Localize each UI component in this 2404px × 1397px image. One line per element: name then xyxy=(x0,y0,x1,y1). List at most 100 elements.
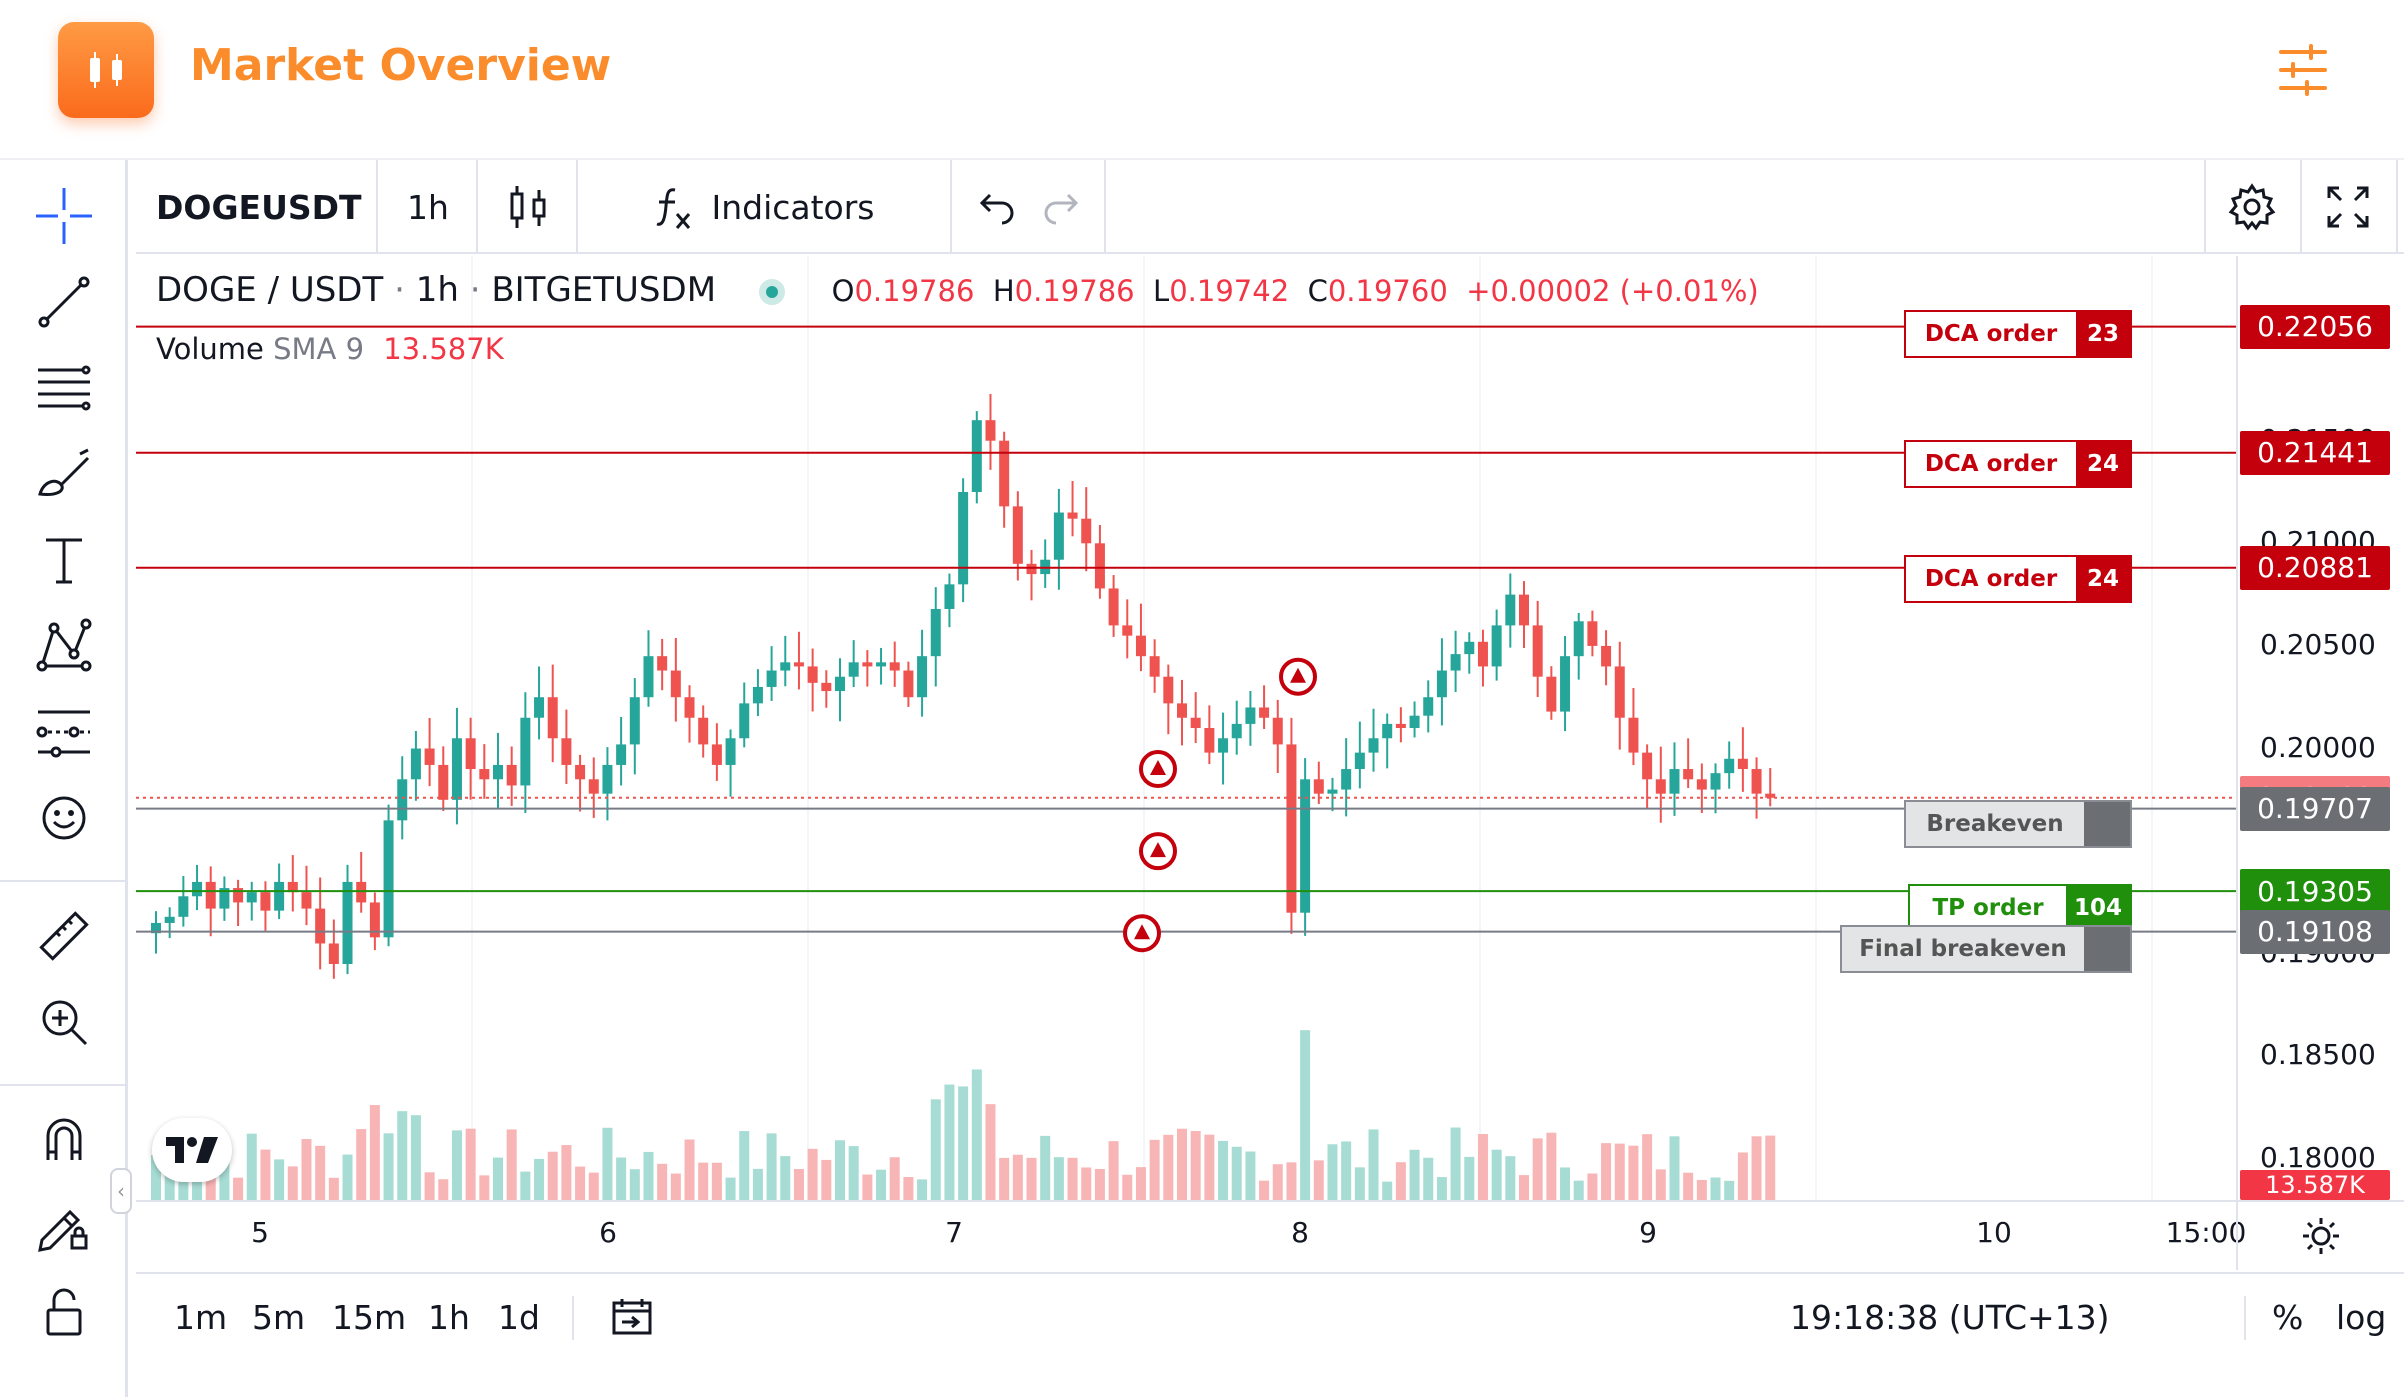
prediction-icon[interactable] xyxy=(28,696,100,768)
low-value: 0.19742 xyxy=(1169,274,1290,308)
volume-bar xyxy=(438,1179,449,1200)
price-tick-label: 0.20000 xyxy=(2260,730,2376,764)
zoom-in-icon[interactable] xyxy=(28,986,100,1058)
candle-body xyxy=(1751,769,1762,794)
volume-bar xyxy=(1710,1177,1721,1200)
range-1d-button[interactable]: 1d xyxy=(498,1297,540,1337)
range-1m-button[interactable]: 1m xyxy=(174,1297,228,1337)
undo-icon[interactable] xyxy=(960,160,1032,254)
candle-body xyxy=(1067,512,1078,519)
candle-body xyxy=(999,440,1010,507)
volume-bar xyxy=(602,1127,613,1200)
candle-body xyxy=(985,420,996,441)
legend-ohlc: O0.19786 H0.19786 L0.19742 C0.19760 +0.0… xyxy=(832,274,1759,308)
time-axis[interactable]: 5 6 7 8 9 10 15:00 xyxy=(136,1200,2246,1270)
symbol-search-button[interactable]: DOGEUSDT xyxy=(156,187,362,227)
buy-marker-arrow xyxy=(1290,667,1306,683)
ruler-icon[interactable] xyxy=(28,900,100,972)
volume-bar xyxy=(1204,1134,1215,1200)
interval-button[interactable]: 1h xyxy=(407,187,449,227)
emoji-icon[interactable] xyxy=(28,782,100,854)
tp-order-label[interactable]: TP order 104 xyxy=(1908,884,2132,932)
open-value: 0.19786 xyxy=(854,274,975,308)
final-breakeven-label[interactable]: Final breakeven xyxy=(1840,925,2132,973)
candle-body xyxy=(835,676,845,692)
clock-timezone-button[interactable]: 19:18:38 (UTC+13) xyxy=(1790,1297,2110,1337)
app-logo xyxy=(58,22,154,118)
volume-bar xyxy=(1081,1167,1092,1200)
chart-type-icon[interactable] xyxy=(480,160,576,254)
trend-line-icon[interactable] xyxy=(28,266,100,338)
candle-body xyxy=(1026,563,1037,575)
fib-lines-icon[interactable] xyxy=(28,352,100,424)
toolbar-divider xyxy=(576,160,578,254)
candle-body xyxy=(1628,717,1639,753)
volume-bar xyxy=(807,1148,818,1200)
volume-bar xyxy=(1423,1157,1434,1200)
price-axis[interactable]: 0.215000.210000.205000.200000.190000.185… xyxy=(2236,256,2404,1200)
candle-body xyxy=(1737,758,1748,770)
candle-body xyxy=(821,682,832,692)
candlestick-chart[interactable] xyxy=(136,256,2236,1200)
collapse-toolbar-handle[interactable]: ‹ xyxy=(110,1168,132,1214)
settings-gear-icon[interactable] xyxy=(2204,160,2300,254)
order-qty: 24 xyxy=(2076,557,2130,601)
candle-body xyxy=(1354,752,1365,770)
volume-bar xyxy=(1519,1175,1529,1200)
indicators-button[interactable]: Indicators xyxy=(584,160,944,254)
market-status-dot xyxy=(758,278,785,305)
range-5m-button[interactable]: 5m xyxy=(252,1297,306,1337)
volume-bar xyxy=(1012,1154,1023,1200)
brush-icon[interactable] xyxy=(28,438,100,510)
crosshair-icon[interactable] xyxy=(28,180,100,252)
candle-body xyxy=(410,748,421,780)
lock-drawings-icon[interactable] xyxy=(28,1190,100,1262)
close-label: C xyxy=(1307,274,1328,308)
text-icon[interactable] xyxy=(28,524,100,596)
volume-bar xyxy=(301,1139,312,1200)
fullscreen-icon[interactable] xyxy=(2300,160,2396,254)
candle-body xyxy=(1491,625,1502,667)
volume-bar xyxy=(1436,1177,1447,1200)
volume-bar xyxy=(629,1169,640,1200)
redo-icon[interactable] xyxy=(1026,160,1098,254)
unlock-icon[interactable] xyxy=(28,1276,100,1348)
candle-body xyxy=(1135,635,1146,657)
breakeven-price-tag: 0.19707 xyxy=(2240,786,2390,831)
volume-bar xyxy=(328,1177,339,1200)
candle-body xyxy=(766,670,777,687)
volume-bar xyxy=(1382,1181,1393,1200)
dca-order-label[interactable]: DCA order 24 xyxy=(1904,555,2132,603)
candle-body xyxy=(793,662,804,667)
log-scale-button[interactable]: log xyxy=(2336,1297,2387,1337)
camera-icon[interactable] xyxy=(2396,160,2404,254)
candle-body xyxy=(602,764,613,794)
buy-marker-arrow xyxy=(1150,842,1166,858)
breakeven-label[interactable]: Breakeven xyxy=(1904,800,2132,848)
time-tick-label: 9 xyxy=(1639,1216,1657,1249)
goto-date-icon[interactable] xyxy=(610,1274,654,1360)
candle-body xyxy=(848,662,859,677)
candle-body xyxy=(807,666,818,683)
candle-body xyxy=(862,662,873,667)
volume-bar xyxy=(876,1169,887,1200)
range-15m-button[interactable]: 15m xyxy=(332,1297,407,1337)
magnet-icon[interactable] xyxy=(28,1104,100,1176)
sliders-icon[interactable] xyxy=(2275,42,2331,98)
volume-bar xyxy=(684,1139,695,1200)
axis-settings-icon[interactable] xyxy=(2236,1200,2404,1270)
volume-bar xyxy=(1122,1174,1133,1200)
volume-bar xyxy=(752,1168,763,1200)
volume-bar xyxy=(1614,1143,1625,1200)
tradingview-logo[interactable] xyxy=(152,1118,232,1182)
candle-body xyxy=(561,738,572,765)
pattern-icon[interactable] xyxy=(28,610,100,682)
percent-scale-button[interactable]: % xyxy=(2272,1297,2304,1337)
volume-bar xyxy=(1245,1151,1256,1200)
volume-bar xyxy=(1135,1167,1146,1200)
range-1h-button[interactable]: 1h xyxy=(428,1297,470,1337)
dca-order-label[interactable]: DCA order 23 xyxy=(1904,310,2132,358)
chart-canvas[interactable] xyxy=(136,256,2236,1200)
close-value: 0.19760 xyxy=(1327,274,1448,308)
dca-order-label[interactable]: DCA order 24 xyxy=(1904,440,2132,488)
